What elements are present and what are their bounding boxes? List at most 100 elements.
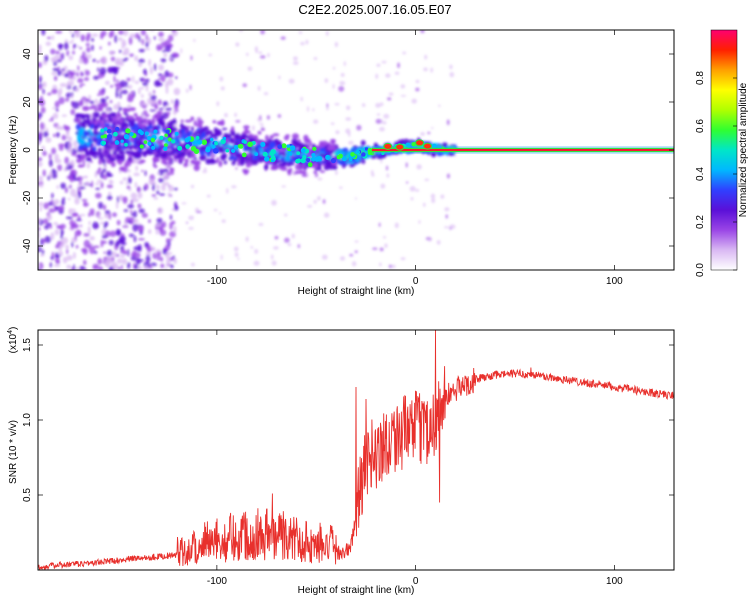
heat-noise (165, 86, 169, 95)
heat-noise (97, 93, 100, 97)
heat-band (156, 130, 161, 135)
heat-noise (150, 246, 156, 251)
heat-noise (174, 76, 178, 79)
heat-noise (343, 61, 346, 67)
heat-noise (226, 187, 229, 194)
heat-noise (61, 52, 65, 60)
heat-noise (91, 180, 94, 189)
heat-noise (383, 235, 387, 239)
heat-noise (164, 45, 172, 53)
heat-noise (78, 186, 86, 189)
heat-band (250, 147, 254, 152)
heat-ridge-dot (356, 149, 360, 154)
heat-noise (100, 217, 104, 220)
heat-noise (415, 188, 420, 192)
heat-noise (122, 258, 128, 265)
heat-noise (117, 37, 123, 42)
heat-noise (65, 92, 72, 98)
heat-band (323, 165, 330, 171)
heat-noise (45, 41, 52, 46)
y-tick-label: 40 (22, 48, 33, 60)
heat-band (278, 166, 285, 170)
heat-band (264, 146, 272, 154)
heat-band (442, 142, 448, 147)
heat-ridge-dot (125, 128, 131, 134)
heat-noise (126, 262, 131, 269)
heat-band (248, 133, 254, 138)
heat-noise (155, 184, 160, 190)
heat-noise (50, 232, 55, 241)
heat-noise (55, 50, 60, 55)
heat-noise (50, 116, 54, 122)
heat-noise (235, 42, 240, 47)
heat-noise (50, 48, 56, 55)
heat-noise (127, 176, 132, 184)
heat-noise (162, 248, 168, 255)
heat-band (195, 123, 201, 127)
heat-noise (38, 243, 41, 250)
heat-band (198, 131, 202, 137)
colorbar-gradient (710, 29, 738, 271)
heat-noise (38, 142, 41, 145)
heat-noise (64, 156, 69, 164)
heat-band (180, 119, 184, 123)
heat-noise (449, 71, 455, 78)
heat-noise (39, 99, 46, 107)
heat-band (218, 160, 223, 167)
heat-noise (95, 187, 100, 191)
heat-noise (145, 34, 148, 41)
heat-noise (41, 249, 45, 255)
heat-noise (133, 235, 137, 243)
heat-noise (133, 172, 140, 177)
heat-noise (162, 50, 167, 53)
heat-noise (162, 168, 169, 173)
heat-noise (164, 81, 169, 88)
heat-band (127, 157, 132, 162)
heat-noise (85, 181, 91, 186)
heat-noise (112, 66, 119, 74)
heat-noise (173, 109, 177, 116)
heat-band (319, 147, 326, 153)
heat-noise (38, 181, 42, 188)
spectrogram-y-ticks: -40 -20 0 20 40 (22, 48, 674, 253)
heat-noise (449, 64, 453, 70)
heat-band (168, 126, 176, 130)
heat-noise (173, 87, 181, 96)
heat-band (190, 116, 195, 121)
heat-noise (400, 94, 407, 97)
heat-noise (49, 171, 53, 179)
heat-noise (77, 229, 81, 236)
heat-noise (163, 52, 168, 58)
heat-noise (41, 30, 46, 36)
heat-noise (51, 147, 57, 155)
heat-band (243, 125, 250, 130)
heat-noise (158, 178, 164, 183)
heat-ridge-dot (213, 147, 219, 154)
heat-band (154, 114, 161, 119)
heat-noise (137, 203, 142, 209)
heat-noise (114, 35, 118, 43)
heat-noise (132, 93, 135, 98)
heat-band (155, 140, 162, 144)
heat-noise (444, 226, 449, 229)
spectrogram-heatmap (38, 30, 674, 270)
colorbar-tick-label: 0.2 (695, 215, 706, 229)
heat-noise (109, 230, 117, 238)
heat-noise (55, 30, 63, 34)
heat-noise (57, 70, 62, 76)
heat-noise (38, 201, 44, 207)
heat-noise (129, 53, 134, 57)
heat-noise (260, 30, 265, 35)
heat-noise (133, 218, 139, 224)
heat-noise (219, 76, 224, 82)
heat-noise (167, 239, 171, 248)
heat-ridge-dot (143, 140, 148, 145)
heat-ridge-dot (364, 147, 369, 151)
heat-noise (141, 169, 144, 173)
heat-noise (66, 248, 69, 255)
heat-noise (121, 89, 128, 95)
heat-noise (116, 219, 121, 226)
heat-ridge-dot (165, 129, 170, 134)
heat-noise (163, 172, 169, 181)
heat-noise (65, 216, 73, 220)
